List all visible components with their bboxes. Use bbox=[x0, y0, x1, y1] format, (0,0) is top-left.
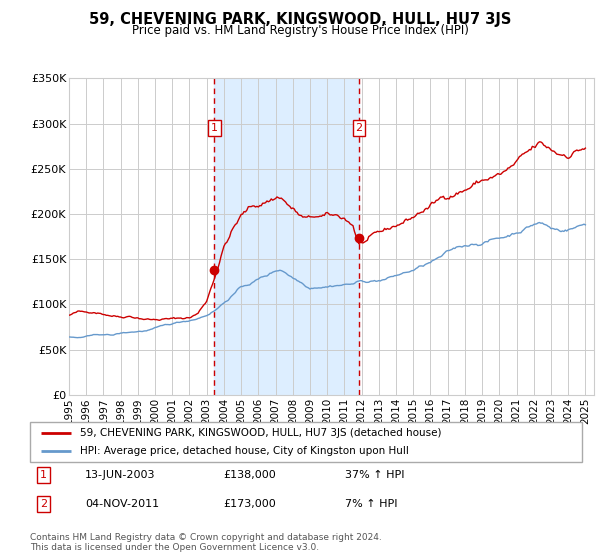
Text: 04-NOV-2011: 04-NOV-2011 bbox=[85, 500, 160, 510]
Text: 2: 2 bbox=[40, 500, 47, 510]
Text: 1: 1 bbox=[211, 123, 218, 133]
Bar bbox=[214, 78, 359, 395]
Text: HPI: Average price, detached house, City of Kingston upon Hull: HPI: Average price, detached house, City… bbox=[80, 446, 409, 456]
Text: £138,000: £138,000 bbox=[223, 470, 276, 480]
Text: This data is licensed under the Open Government Licence v3.0.: This data is licensed under the Open Gov… bbox=[30, 543, 319, 552]
Text: 2: 2 bbox=[355, 123, 362, 133]
Text: 13-JUN-2003: 13-JUN-2003 bbox=[85, 470, 156, 480]
Text: 59, CHEVENING PARK, KINGSWOOD, HULL, HU7 3JS: 59, CHEVENING PARK, KINGSWOOD, HULL, HU7… bbox=[89, 12, 511, 27]
Text: Contains HM Land Registry data © Crown copyright and database right 2024.: Contains HM Land Registry data © Crown c… bbox=[30, 533, 382, 542]
Text: 1: 1 bbox=[40, 470, 47, 480]
Text: 59, CHEVENING PARK, KINGSWOOD, HULL, HU7 3JS (detached house): 59, CHEVENING PARK, KINGSWOOD, HULL, HU7… bbox=[80, 428, 441, 437]
Text: Price paid vs. HM Land Registry's House Price Index (HPI): Price paid vs. HM Land Registry's House … bbox=[131, 24, 469, 36]
Text: £173,000: £173,000 bbox=[223, 500, 276, 510]
Text: 7% ↑ HPI: 7% ↑ HPI bbox=[344, 500, 397, 510]
FancyBboxPatch shape bbox=[30, 422, 582, 462]
Text: 37% ↑ HPI: 37% ↑ HPI bbox=[344, 470, 404, 480]
